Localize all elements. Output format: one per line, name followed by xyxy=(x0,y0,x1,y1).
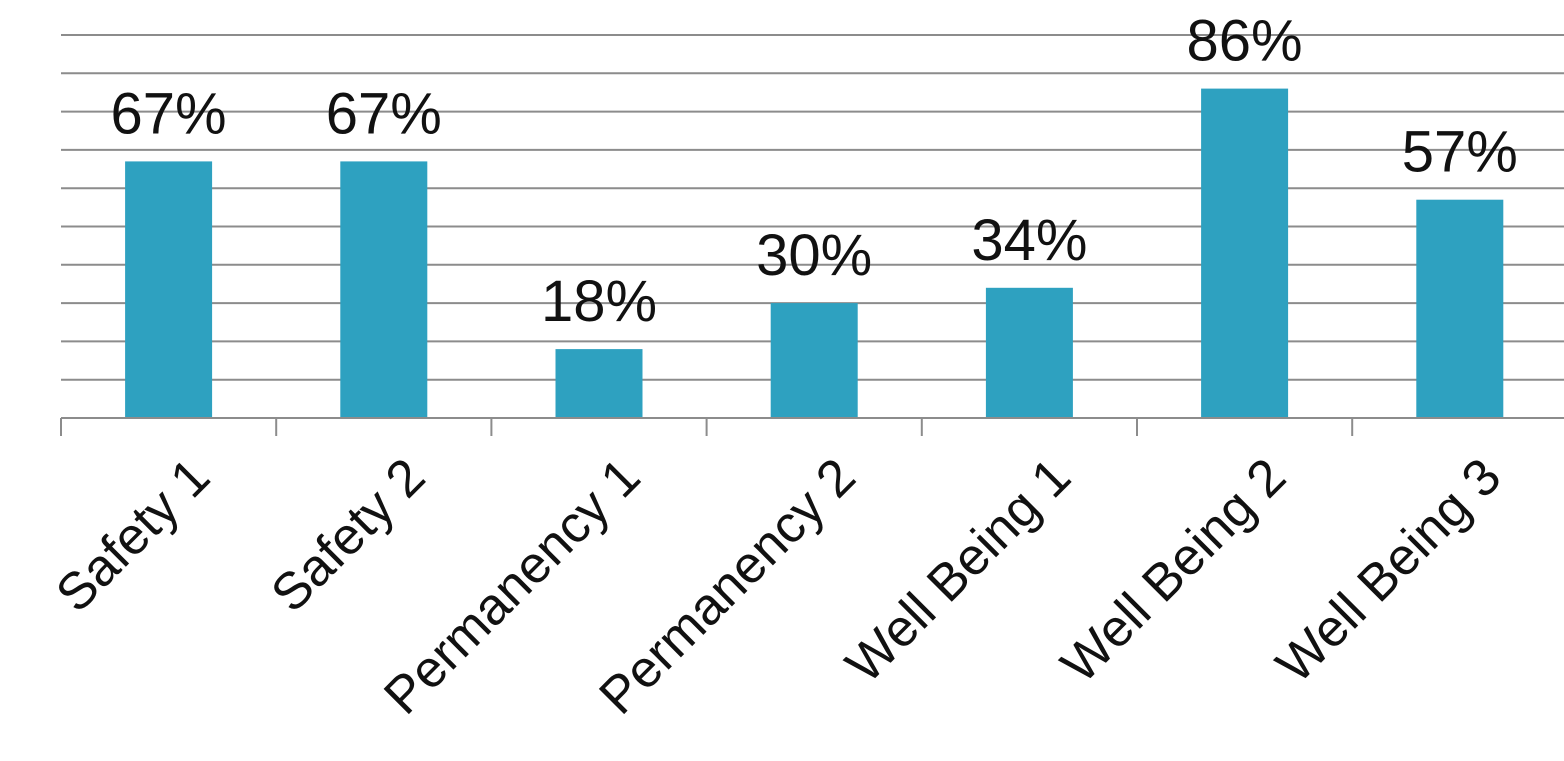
bar-well-being-3 xyxy=(1416,199,1504,418)
data-label-well-being-2: 86% xyxy=(1187,9,1303,74)
data-label-permanency-1: 18% xyxy=(541,269,657,334)
x-axis xyxy=(60,417,1564,436)
data-label-safety-2: 67% xyxy=(326,81,442,146)
bar-safety-2 xyxy=(340,161,428,418)
data-label-safety-1: 67% xyxy=(111,81,227,146)
category-label-safety-1: Safety 1 xyxy=(45,447,221,623)
category-label-well-being-1: Well Being 1 xyxy=(835,447,1082,694)
bar-well-being-2 xyxy=(1201,88,1289,418)
bar-permanency-1 xyxy=(555,349,643,418)
data-label-permanency-2: 30% xyxy=(756,223,872,288)
data-labels: 67% 67% 18% 30% 34% 86% 57% xyxy=(111,9,1518,335)
gridlines xyxy=(61,34,1564,381)
bars xyxy=(125,88,1504,418)
category-label-safety-2: Safety 2 xyxy=(260,447,436,623)
data-label-well-being-3: 57% xyxy=(1402,120,1518,185)
category-label-well-being-2: Well Being 2 xyxy=(1050,447,1297,694)
bar-permanency-2 xyxy=(770,303,858,418)
bar-safety-1 xyxy=(125,161,213,418)
category-label-well-being-3: Well Being 3 xyxy=(1266,447,1513,694)
data-label-well-being-1: 34% xyxy=(971,208,1087,273)
bar-well-being-1 xyxy=(985,287,1073,418)
